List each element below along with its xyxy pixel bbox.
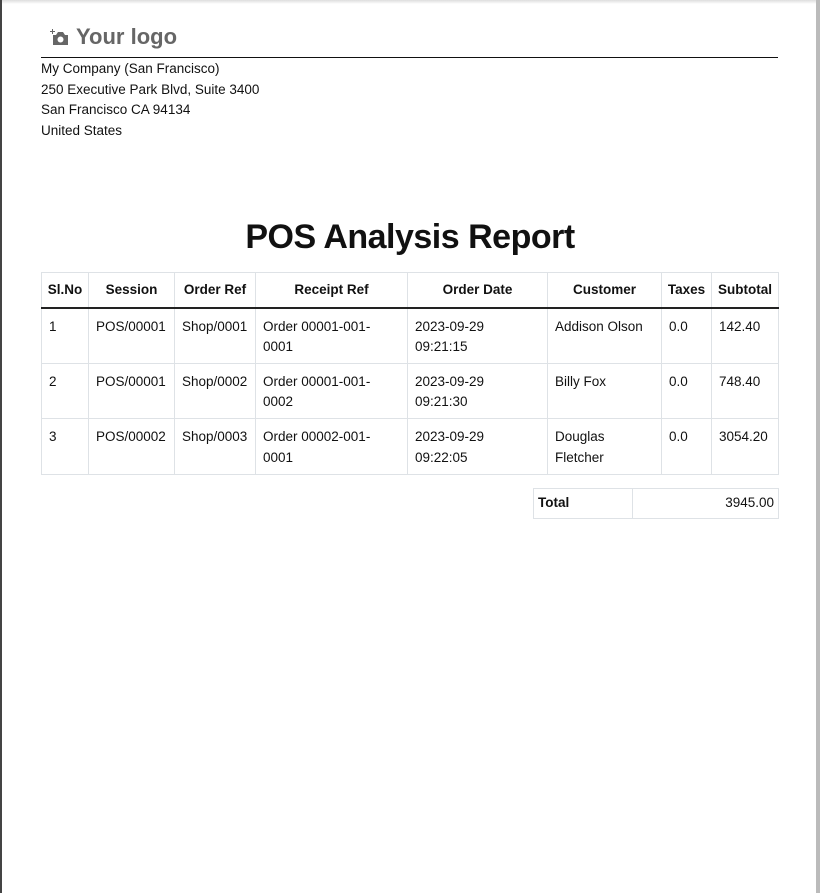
logo-text: Your logo: [76, 24, 178, 49]
report-title: POS Analysis Report: [245, 218, 575, 256]
table-cell: Order 00001-001-0001: [255, 307, 408, 364]
table-cell: Order 00002-001-0001: [255, 418, 408, 475]
table-cell: 2023-09-29 09:21:30: [407, 362, 548, 419]
table-cell: Shop/0002: [174, 362, 256, 419]
page-shadow: [0, 0, 820, 4]
company-logo: Your logo: [50, 24, 177, 50]
orders-table: Sl.No Session Order Ref Receipt Ref Order Da…: [41, 272, 779, 475]
table-cell: 142.40: [711, 307, 779, 364]
table-cell: Douglas Fletcher: [547, 418, 662, 475]
table-cell: Addison Olson: [547, 307, 662, 364]
column-header: Customer: [547, 272, 662, 309]
table-cell: 2023-09-29 09:22:05: [407, 418, 548, 475]
camera-plus-icon: [50, 29, 68, 45]
table-cell: 1: [41, 307, 89, 364]
column-header: Order Ref: [174, 272, 256, 309]
column-header: Session: [88, 272, 175, 309]
column-header: Order Date: [407, 272, 548, 309]
column-header: Subtotal: [711, 272, 779, 309]
table-header-row: Sl.No Session Order Ref Receipt Ref Order Da…: [41, 272, 779, 309]
table-cell: 3054.20: [711, 418, 779, 475]
table-cell: Billy Fox: [547, 362, 662, 419]
table-cell: 0.0: [661, 418, 712, 475]
scrollbar[interactable]: [816, 0, 820, 893]
table-row: 2 POS/00001 Shop/0002 Order 00001-001-0002 2…: [41, 362, 779, 419]
table-cell: 748.40: [711, 362, 779, 419]
address-line: 250 Executive Park Blvd, Suite 3400: [41, 81, 260, 97]
table-cell: Shop/0003: [174, 418, 256, 475]
address-line: San Francisco CA 94134: [41, 102, 191, 117]
table-cell: Shop/0001: [174, 307, 256, 364]
column-header: Taxes: [661, 272, 712, 309]
total-row: Total 3945.00: [533, 488, 779, 519]
total-label: Total: [533, 488, 633, 519]
table-cell: POS/00001: [88, 362, 175, 419]
total-value: 3945.00: [632, 488, 779, 519]
table-row: 1 POS/00001 Shop/0001 Order 00001-001-0001 2…: [41, 307, 779, 364]
table-cell: POS/00001: [88, 307, 175, 364]
table-cell: 2023-09-29 09:21:15: [407, 307, 548, 364]
company-address: My Company (San Francisco) 250 Executive…: [41, 59, 259, 141]
total-table: Total 3945.00: [533, 488, 779, 519]
company-name: My Company (San Francisco): [41, 61, 220, 76]
table-cell: 0.0: [661, 307, 712, 364]
table-cell: POS/00002: [88, 418, 175, 475]
column-header: Sl.No: [41, 272, 89, 309]
header-divider: [41, 57, 778, 58]
table-cell: 3: [41, 418, 89, 475]
column-header: Receipt Ref: [255, 272, 408, 309]
table-cell: 2: [41, 362, 89, 419]
page-border-left: [0, 0, 2, 893]
address-country: United States: [41, 122, 123, 138]
table-cell: 0.0: [661, 362, 712, 419]
table-cell: Order 00001-001-0002: [255, 362, 408, 419]
table-row: 3 POS/00002 Shop/0003 Order 00002-001-0001 2…: [41, 418, 779, 475]
